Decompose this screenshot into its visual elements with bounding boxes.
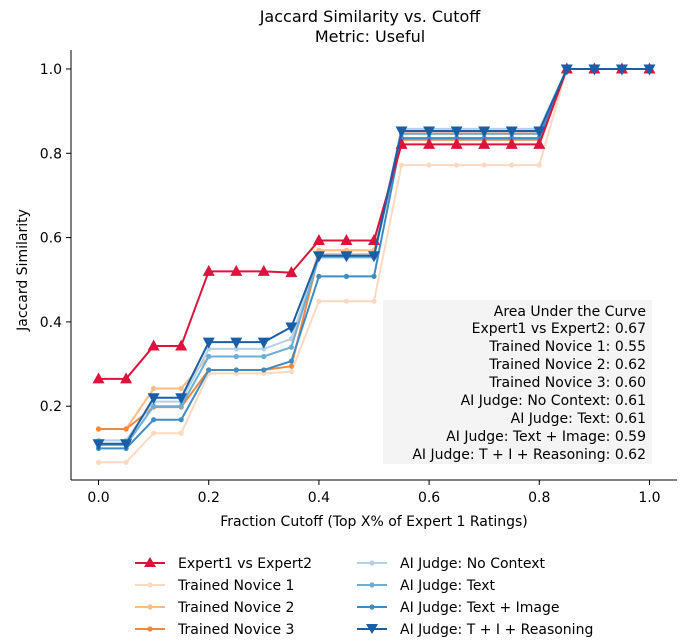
legend-label: Expert1 vs Expert2 (178, 556, 312, 572)
x-tick-label: 1.0 (638, 490, 660, 506)
data-point (151, 386, 156, 391)
x-tick-label: 0.0 (87, 490, 109, 506)
y-tick-label: 0.6 (40, 231, 62, 247)
auc-annotation: Area Under the Curve Expert1 vs Expert2:… (383, 300, 652, 464)
data-point (616, 64, 628, 75)
legend-label: Trained Novice 2 (177, 600, 294, 616)
legend-label: AI Judge: No Context (400, 556, 546, 572)
data-point (179, 386, 184, 391)
auc-line: AI Judge: T + I + Reasoning: 0.62 (412, 447, 646, 463)
data-point (261, 354, 266, 359)
data-point (234, 354, 239, 359)
data-point (454, 162, 459, 167)
data-point (289, 345, 294, 350)
auc-line: Trained Novice 3: 0.60 (488, 375, 646, 391)
legend-item: Trained Novice 2 (135, 600, 294, 616)
legend-label: AI Judge: Text + Image (400, 600, 560, 616)
y-tick-label: 0.2 (40, 399, 62, 415)
data-point (261, 367, 266, 372)
data-point (289, 359, 294, 364)
data-point (96, 460, 101, 465)
data-point (151, 404, 156, 409)
legend-item: Trained Novice 3 (135, 622, 294, 638)
legend-item: AI Judge: Text (357, 578, 496, 594)
data-point (289, 369, 294, 374)
data-point (179, 417, 184, 422)
data-point (643, 64, 655, 75)
data-point (506, 126, 518, 137)
y-tick-label: 0.8 (40, 146, 62, 162)
data-point (344, 299, 349, 304)
legend: Expert1 vs Expert2 Trained Novice 1 Trai… (135, 556, 593, 638)
x-tick-label: 0.2 (198, 490, 220, 506)
data-point (588, 64, 600, 75)
y-axis-label: Jaccard Similarity (15, 209, 31, 332)
data-point (151, 431, 156, 436)
data-point (509, 162, 514, 167)
data-point (179, 431, 184, 436)
auc-line: AI Judge: Text: 0.61 (511, 411, 646, 427)
legend-item: AI Judge: No Context (357, 556, 546, 572)
data-point (96, 426, 101, 431)
data-point (316, 299, 321, 304)
auc-line: Expert1 vs Expert2: 0.67 (472, 321, 646, 337)
data-point (537, 162, 542, 167)
legend-item: AI Judge: Text + Image (357, 600, 560, 616)
data-point (451, 126, 463, 137)
data-point (478, 126, 490, 137)
legend-item: Trained Novice 1 (135, 578, 294, 594)
data-point (123, 460, 128, 465)
data-point (316, 274, 321, 279)
data-point (313, 234, 325, 245)
data-point (148, 393, 160, 404)
legend-label: Trained Novice 3 (177, 622, 294, 638)
data-point (482, 162, 487, 167)
legend-label: AI Judge: Text (400, 578, 496, 594)
data-point (234, 367, 239, 372)
data-point (371, 274, 376, 279)
data-point (561, 64, 573, 75)
data-point (151, 417, 156, 422)
data-point (340, 234, 352, 245)
auc-annotation-title: Area Under the Curve (494, 304, 646, 320)
data-point (123, 426, 128, 431)
x-axis-label: Fraction Cutoff (Top X% of Expert 1 Rati… (220, 514, 528, 530)
chart-subtitle: Metric: Useful (315, 27, 425, 46)
data-point (206, 367, 211, 372)
x-tick-label: 0.6 (418, 490, 440, 506)
legend-label: Trained Novice 1 (177, 578, 294, 594)
auc-line: AI Judge: Text + Image: 0.59 (446, 429, 646, 445)
data-point (426, 162, 431, 167)
data-point (399, 162, 404, 167)
legend-item: AI Judge: T + I + Reasoning (357, 622, 593, 638)
auc-line: AI Judge: No Context: 0.61 (461, 393, 646, 409)
data-point (396, 126, 408, 137)
legend-label: AI Judge: T + I + Reasoning (400, 622, 593, 638)
y-tick-label: 1.0 (40, 62, 62, 78)
data-point (344, 274, 349, 279)
legend-item: Expert1 vs Expert2 (135, 556, 312, 572)
auc-line: Trained Novice 2: 0.62 (488, 357, 646, 373)
chart-title: Jaccard Similarity vs. Cutoff (259, 7, 482, 26)
x-tick-label: 0.8 (528, 490, 550, 506)
data-point (206, 354, 211, 359)
data-point (179, 404, 184, 409)
data-point (371, 299, 376, 304)
x-tick-label: 0.4 (308, 490, 330, 506)
y-tick-label: 0.4 (40, 315, 62, 331)
data-point (289, 364, 294, 369)
data-point (423, 126, 435, 137)
auc-line: Trained Novice 1: 0.55 (488, 339, 646, 355)
